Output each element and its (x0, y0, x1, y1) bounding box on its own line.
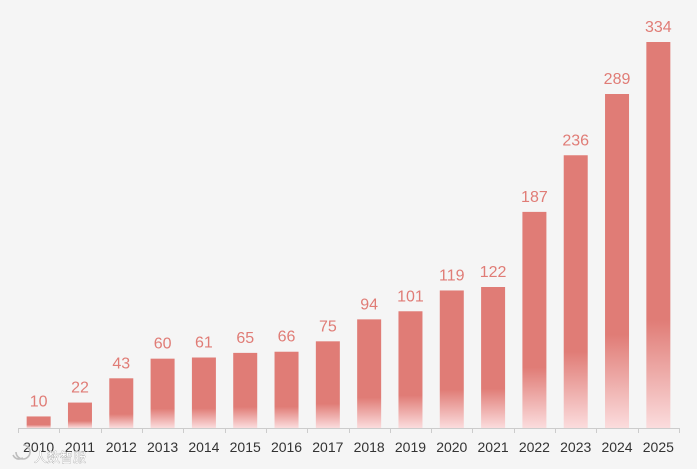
data-label-2016: 66 (278, 329, 296, 346)
bar-2025[interactable] (646, 42, 671, 428)
x-tick-label-2017: 2017 (312, 439, 343, 455)
x-tick-label-2025: 2025 (643, 439, 674, 455)
x-tick-label-2016: 2016 (271, 439, 302, 455)
bar-2016[interactable] (274, 351, 299, 428)
bars-layer (26, 42, 671, 429)
data-label-2015: 65 (236, 330, 254, 347)
watermark-text: 人数智服 (34, 450, 86, 465)
data-label-2020: 119 (439, 267, 465, 284)
bar-2010[interactable] (26, 416, 51, 428)
bar-2011[interactable] (67, 402, 92, 428)
bar-2020[interactable] (439, 290, 464, 428)
x-tick-label-2014: 2014 (188, 439, 219, 455)
x-tick-label-2022: 2022 (519, 439, 550, 455)
data-label-2010: 10 (30, 393, 48, 410)
data-label-2024: 289 (604, 71, 631, 88)
x-axis-ticks (18, 428, 680, 433)
x-axis-labels: 2010 2011 2012 2013 2014 2015 2016 2017 2018 2019… (23, 439, 674, 455)
data-labels-layer: 10 22 43 60 61 65 66 75 94 101 119 122 187 236 289 334 (30, 19, 672, 410)
bar-2018[interactable] (357, 319, 382, 428)
data-label-2022: 187 (521, 189, 548, 206)
x-tick-label-2013: 2013 (147, 439, 178, 455)
x-tick-label-2024: 2024 (601, 439, 632, 455)
logo-swirl-icon (12, 444, 31, 460)
bar-2023[interactable] (563, 155, 588, 428)
data-label-2019: 101 (397, 288, 424, 305)
bar-2014[interactable] (191, 357, 216, 428)
x-tick-label-2015: 2015 (230, 439, 261, 455)
data-label-2025: 334 (645, 19, 672, 36)
data-label-2013: 60 (154, 336, 172, 353)
bar-2024[interactable] (605, 94, 630, 429)
x-tick-label-2011: 2011 (65, 439, 95, 455)
bar-2021[interactable] (481, 287, 506, 428)
bar-2019[interactable] (398, 311, 423, 428)
bar-2012[interactable] (109, 378, 134, 428)
x-tick-label-2020: 2020 (436, 439, 467, 455)
x-tick-label-2012: 2012 (106, 439, 137, 455)
watermark: 人数智服 (12, 444, 86, 465)
x-tick-label-2021: 2021 (478, 439, 509, 455)
data-label-2021: 122 (480, 264, 507, 281)
bar-2013[interactable] (150, 358, 175, 428)
data-label-2017: 75 (319, 318, 337, 335)
bar-2017[interactable] (315, 341, 340, 428)
bar-2022[interactable] (522, 211, 547, 428)
data-label-2018: 94 (360, 296, 378, 313)
data-label-2014: 61 (195, 335, 213, 352)
bar-2015[interactable] (233, 352, 258, 428)
x-tick-label-2010: 2010 (23, 439, 54, 455)
x-tick-label-2023: 2023 (560, 439, 591, 455)
x-tick-label-2018: 2018 (354, 439, 385, 455)
data-label-2011: 22 (71, 380, 89, 397)
x-tick-label-2019: 2019 (395, 439, 426, 455)
data-label-2012: 43 (112, 355, 130, 372)
data-label-2023: 236 (562, 132, 589, 149)
